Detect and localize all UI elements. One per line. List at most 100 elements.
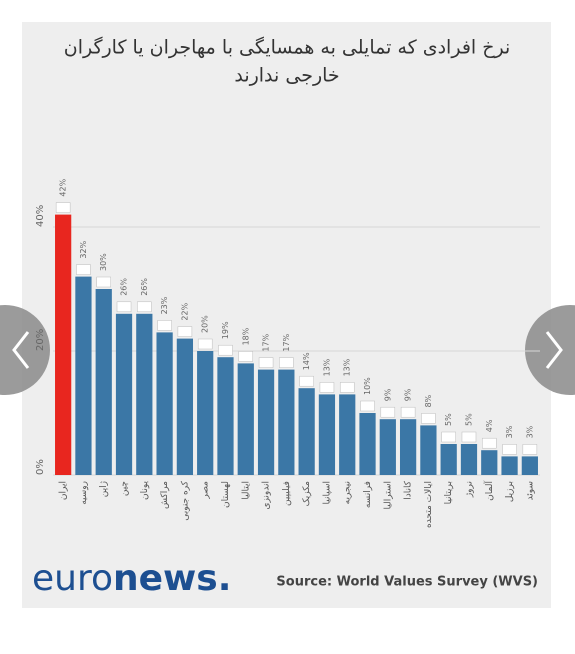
value-label: 9% <box>383 388 392 401</box>
bar <box>197 351 214 475</box>
flag <box>339 382 355 393</box>
x-tick-label: ایران <box>59 481 69 500</box>
bar <box>339 394 356 475</box>
flag <box>360 400 375 412</box>
y-tick-label: 40% <box>35 205 46 227</box>
value-label: 30% <box>99 253 108 271</box>
bar <box>359 413 376 475</box>
bar <box>156 332 173 475</box>
bar <box>379 419 396 475</box>
x-tick-label: سوئد <box>525 481 535 500</box>
x-tick-label: کره جنوبی <box>180 480 190 520</box>
x-tick-label: اندونزی <box>262 481 272 510</box>
flag <box>55 202 71 213</box>
value-label: 4% <box>485 419 494 432</box>
value-label: 42% <box>59 178 68 196</box>
value-label: 13% <box>322 358 331 376</box>
value-label: 19% <box>221 321 230 339</box>
flag <box>400 406 416 418</box>
x-tick-label: چین <box>120 481 130 496</box>
flag <box>502 444 517 455</box>
chart-title: خارجی ندارند <box>234 65 339 87</box>
flag <box>461 431 477 443</box>
flag <box>319 382 335 393</box>
x-tick-label: لهستان <box>221 481 231 508</box>
prev-circle[interactable] <box>0 305 50 395</box>
value-label: 18% <box>241 327 250 345</box>
value-label: 3% <box>505 425 514 438</box>
flag <box>177 326 193 337</box>
next-button[interactable] <box>525 305 575 395</box>
bar <box>176 338 194 475</box>
value-label: 26% <box>120 278 129 296</box>
bar <box>298 388 315 475</box>
flag <box>137 301 152 313</box>
x-tick-label: ایالات متحده <box>424 481 434 528</box>
x-tick-label: ایتالیا <box>241 481 251 500</box>
value-label: 9% <box>404 388 413 401</box>
value-label: 20% <box>201 315 210 333</box>
x-tick-label: یونان <box>140 481 150 501</box>
value-label: 10% <box>363 377 372 395</box>
x-tick-label: کانادا <box>404 480 414 499</box>
x-tick-label: ژاپن <box>99 481 109 497</box>
bar <box>318 394 336 475</box>
logo-part: news. <box>113 558 231 599</box>
value-label: 3% <box>525 425 534 438</box>
x-tick-label: مکزیک <box>302 481 312 506</box>
flag <box>197 338 213 350</box>
y-tick-label: 20% <box>35 329 46 351</box>
flag <box>116 301 132 313</box>
prev-chevron[interactable] <box>12 331 30 369</box>
bar <box>257 369 275 475</box>
source: Source: World Values Survey (WVS) <box>276 575 538 590</box>
x-tick-label: نروژ <box>464 481 474 498</box>
prev-button[interactable] <box>0 305 50 395</box>
flag <box>96 276 111 288</box>
flag <box>157 320 172 331</box>
flag <box>299 375 314 387</box>
bar <box>460 444 478 475</box>
next-chevron[interactable] <box>545 331 563 369</box>
bar <box>420 425 437 475</box>
bar <box>399 419 417 475</box>
value-label: 14% <box>302 352 311 370</box>
bar <box>278 369 295 475</box>
flag <box>279 357 294 368</box>
logo: euronews. <box>32 558 231 599</box>
bar <box>95 289 112 475</box>
x-tick-label: مراکش <box>160 481 170 509</box>
bar <box>501 456 518 475</box>
x-tick-label: نیجریه <box>343 481 353 504</box>
x-tick-label: برزیل <box>505 481 515 502</box>
x-tick-label: اسپانیا <box>322 481 332 504</box>
x-tick-label: روسیه <box>79 481 89 505</box>
flag <box>441 431 456 443</box>
flag <box>238 351 254 362</box>
bar <box>440 444 457 475</box>
flag <box>76 264 91 275</box>
flag <box>258 357 274 368</box>
value-label: 8% <box>424 394 433 407</box>
value-label: 5% <box>444 413 453 426</box>
value-label: 5% <box>464 413 473 426</box>
bar <box>481 450 498 475</box>
value-label: 23% <box>160 296 169 314</box>
x-tick-label: استرالیا <box>383 481 393 509</box>
value-label: 17% <box>282 333 291 351</box>
next-circle[interactable] <box>525 305 575 395</box>
value-label: 26% <box>140 278 149 296</box>
x-tick-label: مصر <box>201 481 211 500</box>
x-tick-label: آلمان <box>483 481 495 501</box>
x-tick-label: فیلیپین <box>282 481 292 506</box>
flag <box>421 413 436 424</box>
value-label: 22% <box>180 302 189 320</box>
x-tick-label: فرانسه <box>363 481 373 508</box>
value-label: 13% <box>343 358 352 376</box>
bar <box>136 313 153 475</box>
flag <box>522 444 538 455</box>
logo-part: euro <box>32 558 113 599</box>
bar <box>237 363 254 475</box>
